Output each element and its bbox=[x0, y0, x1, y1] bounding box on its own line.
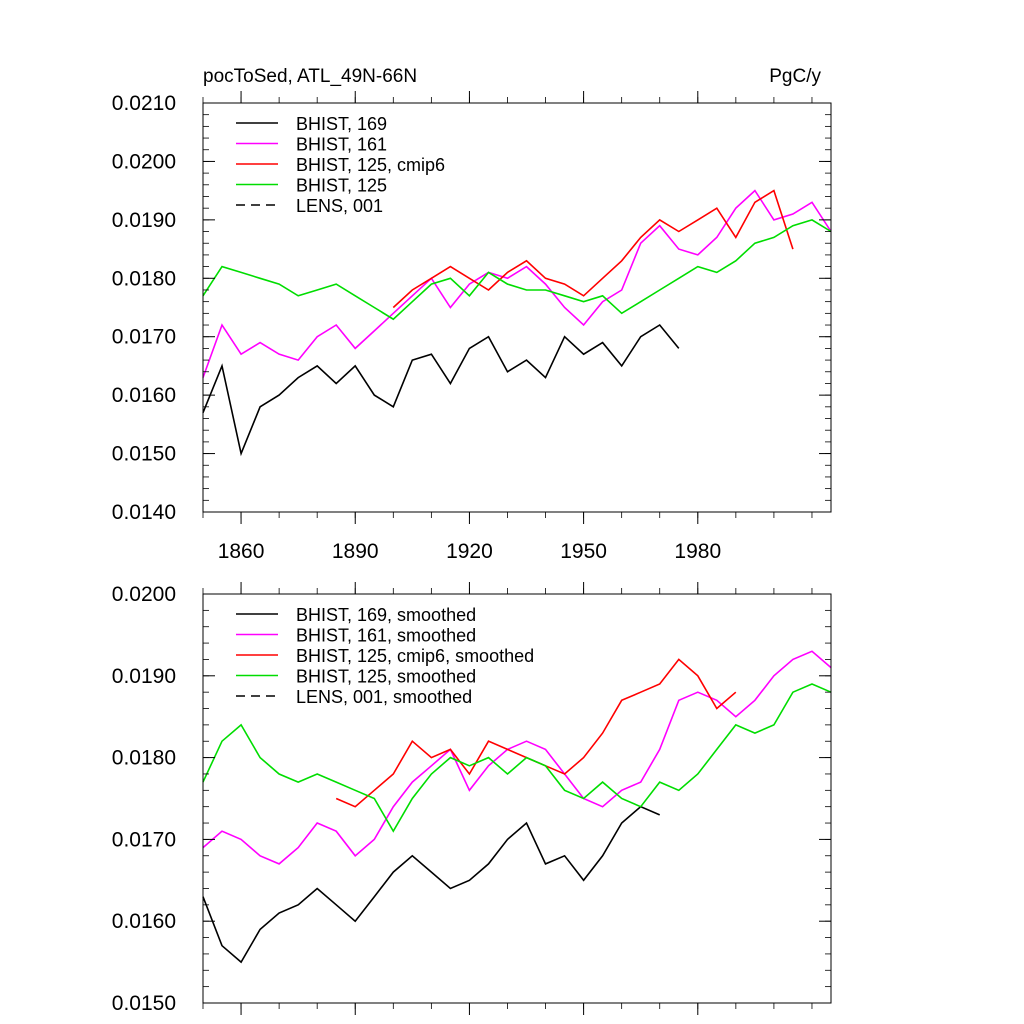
top-x-tick-label: 1980 bbox=[674, 540, 721, 563]
top-series-2-line bbox=[392, 189, 794, 309]
top-y-tick-label: 0.0170 bbox=[112, 326, 176, 349]
top-x-tick-label: 1920 bbox=[446, 540, 493, 563]
bottom-series-1-line bbox=[202, 650, 832, 865]
bottom-y-tick-label: 0.0190 bbox=[112, 665, 176, 688]
top-legend-label-1: BHIST, 161 bbox=[296, 135, 387, 155]
top-title-right: PgC/y bbox=[769, 66, 821, 87]
bottom-legend-label-3: BHIST, 125, smoothed bbox=[296, 667, 476, 687]
bottom-series-0-line bbox=[202, 805, 661, 964]
bottom-panel: 0.0150 0.0160 0.0170 0.0180 0.0190 0.0200 BHIS… bbox=[112, 582, 832, 1015]
top-plot-frame bbox=[202, 102, 832, 513]
bottom-plot-frame bbox=[202, 593, 832, 1004]
top-x-tick-label: 1860 bbox=[218, 540, 265, 563]
bottom-y-tick-label: 0.0160 bbox=[112, 910, 176, 933]
top-y-tick-label: 0.0160 bbox=[112, 384, 176, 407]
bottom-legend-label-1: BHIST, 161, smoothed bbox=[296, 626, 476, 646]
bottom-legend-label-4: LENS, 001, smoothed bbox=[296, 687, 472, 707]
top-series-3-line bbox=[202, 219, 832, 321]
bottom-y-tick-label: 0.0170 bbox=[112, 828, 176, 851]
bottom-series-3-line bbox=[202, 683, 832, 833]
top-legend-label-2: BHIST, 125, cmip6 bbox=[296, 155, 445, 175]
bottom-y-tick-label: 0.0200 bbox=[112, 583, 176, 606]
bottom-y-tick-label: 0.0150 bbox=[112, 992, 176, 1015]
top-y-tick-label: 0.0140 bbox=[112, 501, 176, 524]
top-y-tick-label: 0.0210 bbox=[112, 92, 176, 115]
top-series-0-line bbox=[202, 323, 680, 457]
bottom-plot: 0.0150 0.0160 0.0170 0.0180 0.0190 0.0200 BHIS… bbox=[112, 582, 832, 1015]
top-legend-label-0: BHIST, 169 bbox=[296, 114, 387, 134]
top-legend-label-4: LENS, 001 bbox=[296, 196, 383, 216]
top-x-tick-label: 1950 bbox=[560, 540, 607, 563]
top-panel: pocToSed, ATL_49N-66N PgC/y 0.0140 0.0150… bbox=[112, 66, 832, 563]
top-plot: 0.0140 0.0150 0.0160 0.0170 0.0180 0.0190 0.02… bbox=[112, 91, 832, 563]
top-y-tick-label: 0.0180 bbox=[112, 267, 176, 290]
bottom-legend-label-2: BHIST, 125, cmip6, smoothed bbox=[296, 646, 534, 666]
top-y-tick-label: 0.0190 bbox=[112, 209, 176, 232]
bottom-legend-label-0: BHIST, 169, smoothed bbox=[296, 605, 476, 625]
top-y-tick-label: 0.0150 bbox=[112, 443, 176, 466]
bottom-y-tick-label: 0.0180 bbox=[112, 747, 176, 770]
top-title-left: pocToSed, ATL_49N-66N bbox=[203, 66, 417, 87]
top-legend-label-3: BHIST, 125 bbox=[296, 176, 387, 196]
top-x-tick-label: 1890 bbox=[332, 540, 379, 563]
top-y-tick-label: 0.0200 bbox=[112, 150, 176, 173]
